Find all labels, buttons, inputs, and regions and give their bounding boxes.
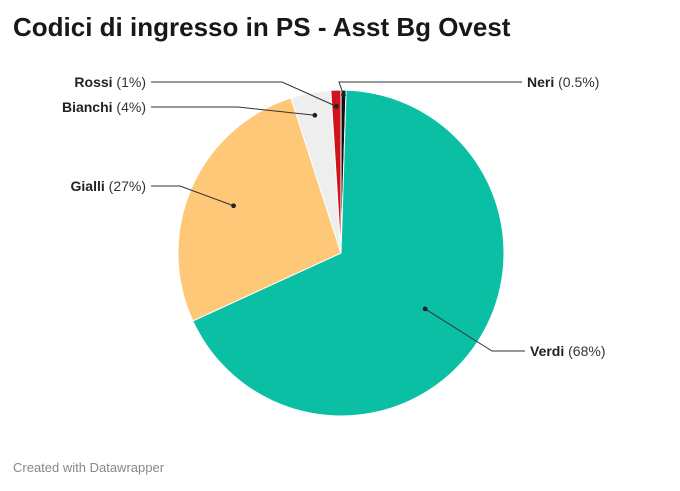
pie-slice-rossi[interactable] — [330, 89, 342, 254]
leader-lines — [151, 81, 525, 352]
slice-label-rossi: Rossi (1%) — [74, 74, 146, 90]
slice-label-bianchi: Bianchi (4%) — [62, 99, 146, 115]
leader-dot-rossi — [334, 103, 339, 109]
pie-slice-gialli[interactable] — [177, 97, 342, 322]
slice-label-percent: (1%) — [113, 74, 146, 90]
slice-label-name: Gialli — [71, 178, 105, 194]
leader-dot-verdi — [422, 306, 428, 312]
leader-dot-bianchi — [312, 112, 318, 118]
leader-dot-neri — [341, 92, 346, 98]
slice-label-gialli: Gialli (27%) — [71, 178, 146, 194]
slice-label-neri: Neri (0.5%) — [527, 74, 599, 90]
footer-credit: Created with Datawrapper — [13, 460, 165, 475]
leader-line-rossi — [151, 81, 337, 107]
slice-labels: Neri (0.5%) Verdi (68%) Gialli (27%) Bianch… — [62, 74, 606, 359]
slice-label-percent: (27%) — [105, 178, 146, 194]
pie-slices — [177, 89, 505, 417]
leader-line-verdi — [424, 308, 525, 352]
leader-line-neri — [338, 81, 522, 96]
pie-slice-verdi[interactable] — [192, 89, 505, 417]
leader-dot-gialli — [231, 203, 236, 209]
slice-label-percent: (4%) — [113, 99, 146, 115]
slice-label-verdi: Verdi (68%) — [530, 343, 605, 359]
slice-label-name: Neri — [527, 74, 554, 90]
slice-label-percent: (68%) — [564, 343, 605, 359]
slice-label-name: Rossi — [74, 74, 112, 90]
slice-label-name: Verdi — [530, 343, 564, 359]
chart-title: Codici di ingresso in PS - Asst Bg Ovest — [13, 12, 511, 42]
slice-label-percent: (0.5%) — [554, 74, 599, 90]
leader-line-gialli — [151, 185, 234, 207]
slice-label-name: Bianchi — [62, 99, 113, 115]
leader-line-bianchi — [151, 106, 315, 116]
